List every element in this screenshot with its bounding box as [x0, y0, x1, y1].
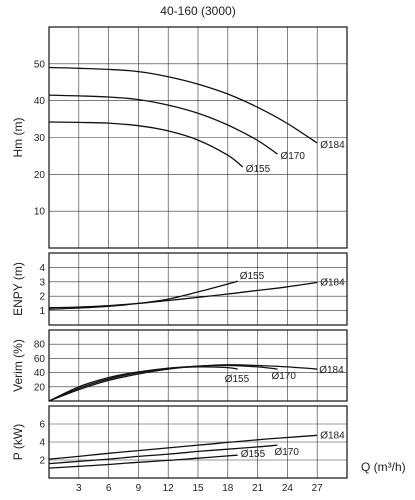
x-tick-label: 6 — [106, 483, 112, 494]
y-tick-label: 40 — [34, 368, 46, 379]
series-line — [48, 280, 238, 310]
y-axis-title: P (kW) — [11, 424, 25, 460]
series-label: Ø184 — [319, 365, 344, 376]
series-line — [48, 364, 318, 402]
series-line — [48, 94, 278, 155]
series-line — [48, 121, 244, 168]
y-tick-label: 10 — [34, 207, 46, 218]
y-tick-label: 4 — [39, 438, 45, 449]
panel-frame — [48, 252, 348, 326]
y-axis-title: Verim (%) — [11, 339, 25, 392]
panel-1: 10 20 30 40 50 Hm (m) Ø184 Ø170 Ø155 — [11, 26, 348, 249]
y-tick-label: 60 — [34, 354, 46, 365]
chart-title: 40-160 (3000) — [160, 4, 235, 18]
series-line — [48, 364, 278, 402]
series-line — [48, 434, 318, 460]
y-tick-label: 2 — [39, 456, 45, 467]
series-label: Ø170 — [280, 151, 305, 162]
panel-frame — [48, 26, 348, 249]
y-tick-label: 2 — [39, 292, 45, 303]
y-tick-label: 40 — [34, 96, 46, 107]
series-line — [48, 66, 318, 144]
panel-frame — [48, 405, 348, 479]
x-tick-label: 24 — [282, 483, 294, 494]
series-label: Ø155 — [240, 271, 265, 282]
y-tick-label: 3 — [39, 277, 45, 288]
panel-frame — [48, 329, 348, 402]
series-line — [48, 281, 318, 309]
y-axis-title: Hm (m) — [11, 118, 25, 158]
y-tick-label: 6 — [39, 420, 45, 431]
series-line — [48, 444, 278, 465]
x-tick-label: 18 — [222, 483, 234, 494]
x-axis-title: Q (m³/h) — [361, 460, 406, 474]
y-tick-label: 20 — [34, 170, 46, 181]
panel-3: 20 40 60 80 Verim (%) Ø155 Ø170 Ø184 — [11, 329, 348, 402]
series-label: Ø170 — [271, 371, 296, 382]
panel-2: 1 2 3 4 ENPY (m) Ø155 Ø184 — [11, 252, 348, 326]
series-label: Ø155 — [246, 164, 271, 175]
y-tick-label: 20 — [34, 382, 46, 393]
x-tick-label: 27 — [312, 483, 324, 494]
y-tick-label: 50 — [34, 59, 46, 70]
x-tick-label: 15 — [192, 483, 204, 494]
y-axis-title: ENPY (m) — [11, 262, 25, 316]
x-tick-label: 3 — [76, 483, 82, 494]
panel-4: 2 4 6 P (kW) Ø184 Ø170 Ø155 — [11, 405, 348, 479]
series-label: Ø184 — [320, 278, 345, 289]
series-line — [48, 454, 238, 469]
series-label: Ø184 — [320, 430, 345, 441]
x-tick-label: 12 — [163, 483, 175, 494]
y-tick-label: 4 — [39, 263, 45, 274]
y-tick-label: 80 — [34, 340, 46, 351]
series-label: Ø170 — [274, 447, 299, 458]
y-tick-label: 1 — [39, 306, 45, 317]
series-label: Ø155 — [241, 449, 266, 460]
x-tick-label: 21 — [252, 483, 264, 494]
x-tick-label: 9 — [136, 483, 142, 494]
series-label: Ø155 — [225, 374, 250, 385]
y-tick-label: 30 — [34, 133, 46, 144]
series-label: Ø184 — [320, 140, 345, 151]
